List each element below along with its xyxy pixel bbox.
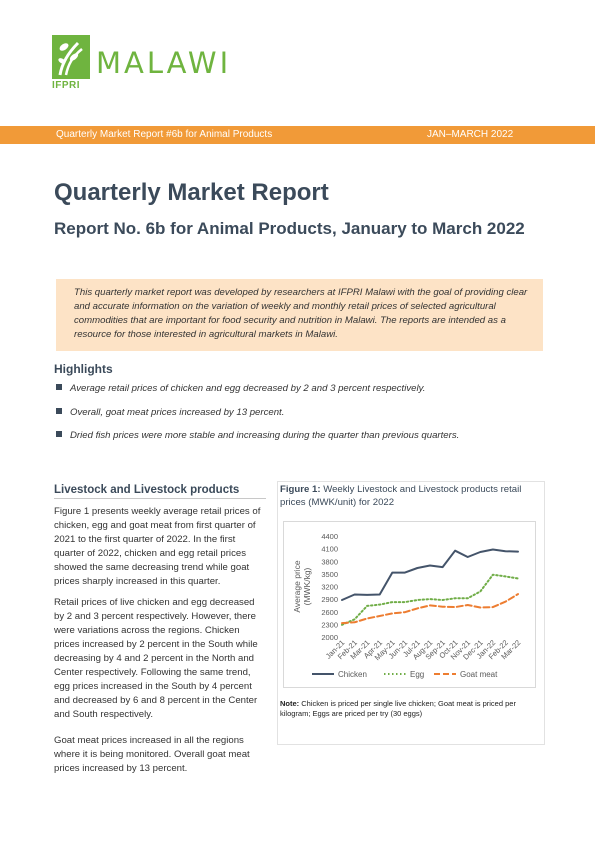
intro-text: This quarterly market report was develop… [74, 287, 528, 340]
y-tick-label: 2300 [321, 620, 338, 629]
banner-period: JAN–MARCH 2022 [427, 129, 514, 140]
price-line-chart: 2000 2300 2600 2900 3200 3500 3800 4100 4400 Aver… [292, 532, 522, 679]
y-tick-label: 2000 [321, 633, 338, 642]
page-title: Quarterly Market Report [54, 179, 329, 206]
y-tick-label: 4100 [321, 545, 338, 554]
ifpri-logo-icon [52, 35, 90, 79]
logo-country-text: MALAWI [96, 46, 232, 80]
figure-box [277, 481, 545, 745]
y-tick-label: 2600 [321, 608, 338, 617]
chart-frame: 2000 2300 2600 2900 3200 3500 3800 4100 4400 Aver… [283, 521, 536, 688]
livestock-paragraph-2: Retail prices of live chicken and egg de… [54, 597, 258, 720]
series-line-goat-meat [341, 593, 519, 625]
bullet-icon [56, 431, 62, 437]
highlight-text: Overall, goat meat prices increased by 1… [70, 407, 285, 418]
livestock-heading: Livestock and Livestock products [54, 484, 240, 496]
y-tick-label: 4400 [321, 532, 338, 541]
figure-note-label: Note: [280, 699, 300, 708]
y-tick-label: 2900 [321, 595, 338, 604]
y-tick-label: 3200 [321, 583, 338, 592]
highlight-item: Overall, goat meat prices increased by 1… [56, 407, 284, 418]
figure-label: Figure 1: [280, 484, 321, 495]
figure-note: Note: Chicken is priced per single live … [280, 699, 538, 719]
header-banner [0, 126, 595, 144]
y-axis-label: Average price(MWK/kg) [292, 560, 312, 613]
legend-label: Chicken [338, 670, 367, 679]
heading-divider [54, 498, 266, 499]
intro-box [56, 279, 543, 351]
legend-label: Goat meat [460, 670, 498, 679]
highlight-item: Dried fish prices were more stable and i… [56, 430, 459, 441]
y-tick-label: 3800 [321, 557, 338, 566]
page-subtitle: Report No. 6b for Animal Products, Janua… [54, 219, 525, 238]
figure-caption: Figure 1: Weekly Livestock and Livestock… [280, 483, 538, 509]
banner-report-name: Quarterly Market Report #6b for Animal P… [56, 129, 273, 140]
figure-note-text: Chicken is priced per single live chicke… [280, 699, 516, 718]
series-line-chicken [341, 548, 519, 601]
series-line-egg [341, 573, 519, 626]
highlight-item: Average retail prices of chicken and egg… [56, 383, 425, 394]
bullet-icon [56, 408, 62, 414]
highlight-text: Dried fish prices were more stable and i… [70, 430, 460, 441]
y-tick-label: 3500 [321, 570, 338, 579]
livestock-paragraph-3: Goat meat prices increased in all the re… [54, 735, 250, 774]
highlight-text: Average retail prices of chicken and egg… [70, 383, 426, 394]
highlights-heading: Highlights [54, 362, 113, 376]
bullet-icon [56, 384, 62, 390]
logo-org-text: IFPRI [52, 80, 81, 91]
figure-caption-text: Weekly Livestock and Livestock products … [280, 484, 522, 508]
legend-label: Egg [410, 670, 424, 679]
livestock-paragraph-1: Figure 1 presents weekly average retail … [54, 506, 261, 587]
